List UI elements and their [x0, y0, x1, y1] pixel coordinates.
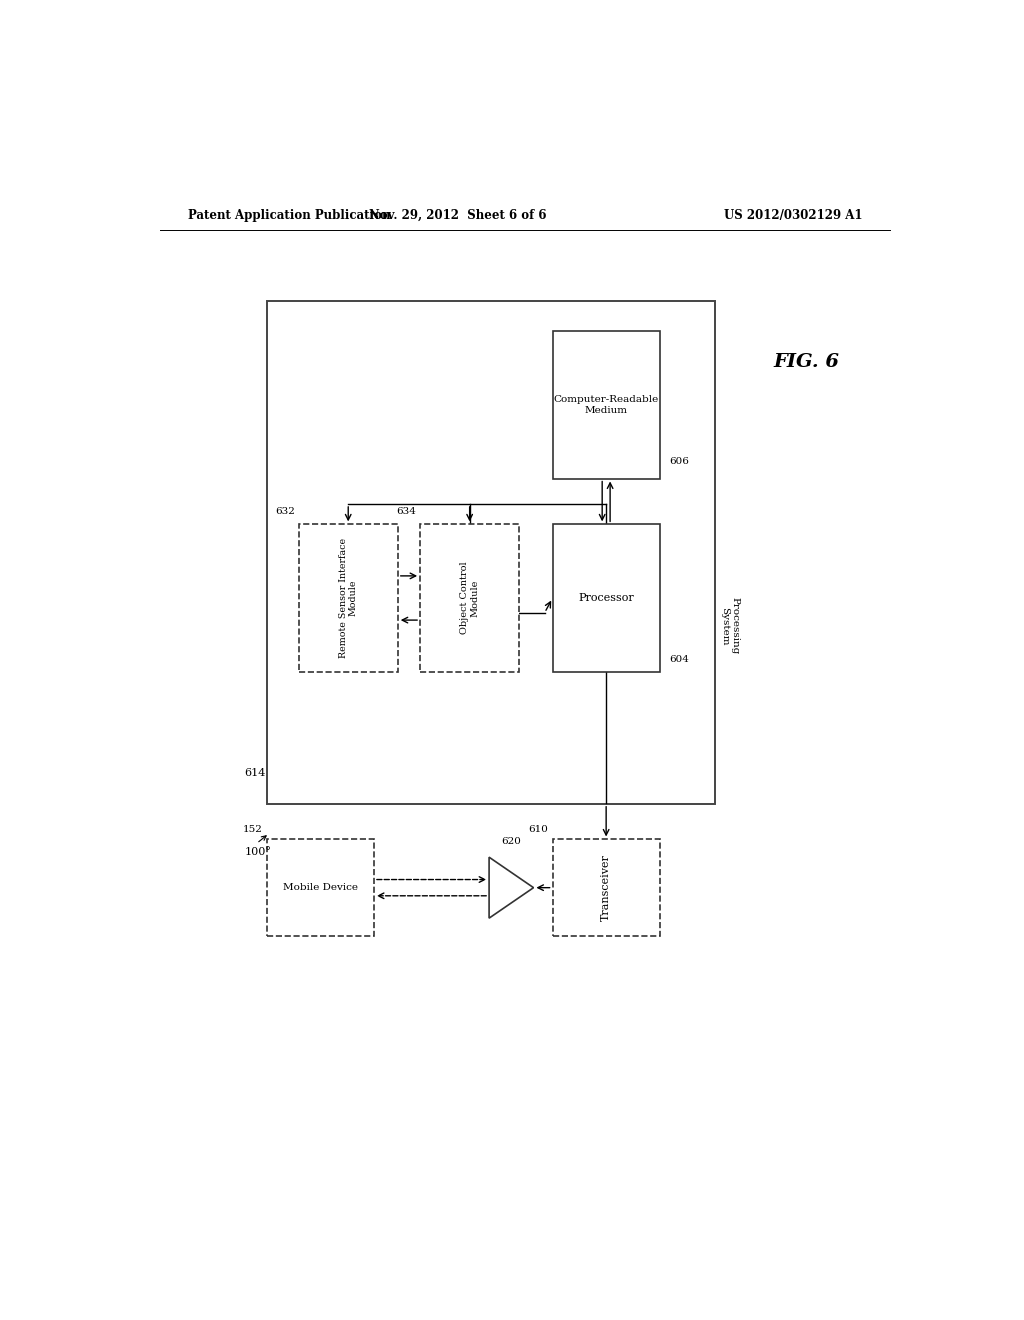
Text: 634: 634: [396, 507, 416, 516]
Text: 610: 610: [528, 825, 549, 834]
Bar: [420, 524, 519, 672]
Text: Mobile Device: Mobile Device: [283, 883, 358, 892]
Bar: [299, 524, 397, 672]
Text: Nov. 29, 2012  Sheet 6 of 6: Nov. 29, 2012 Sheet 6 of 6: [369, 209, 546, 222]
Bar: [553, 524, 659, 672]
Bar: [553, 331, 659, 479]
Text: Object Control
Module: Object Control Module: [460, 562, 479, 635]
Text: Remote Sensor Interface
Module: Remote Sensor Interface Module: [339, 539, 358, 659]
Text: 604: 604: [670, 655, 689, 664]
Text: Patent Application Publication: Patent Application Publication: [187, 209, 390, 222]
Bar: [267, 840, 374, 936]
Text: Processor: Processor: [579, 593, 634, 603]
Bar: [553, 840, 659, 936]
Text: 152: 152: [243, 825, 263, 834]
Text: 100°: 100°: [245, 846, 271, 857]
Text: US 2012/0302129 A1: US 2012/0302129 A1: [724, 209, 862, 222]
Text: Computer-Readable
Medium: Computer-Readable Medium: [554, 395, 658, 414]
Text: FIG. 6: FIG. 6: [773, 352, 840, 371]
Text: Processing
System: Processing System: [720, 597, 739, 655]
Text: 632: 632: [274, 507, 295, 516]
Text: 606: 606: [670, 457, 689, 466]
Text: Transceiver: Transceiver: [601, 854, 611, 921]
Text: 614: 614: [245, 768, 265, 779]
Bar: [267, 301, 715, 804]
Text: 620: 620: [502, 837, 521, 846]
